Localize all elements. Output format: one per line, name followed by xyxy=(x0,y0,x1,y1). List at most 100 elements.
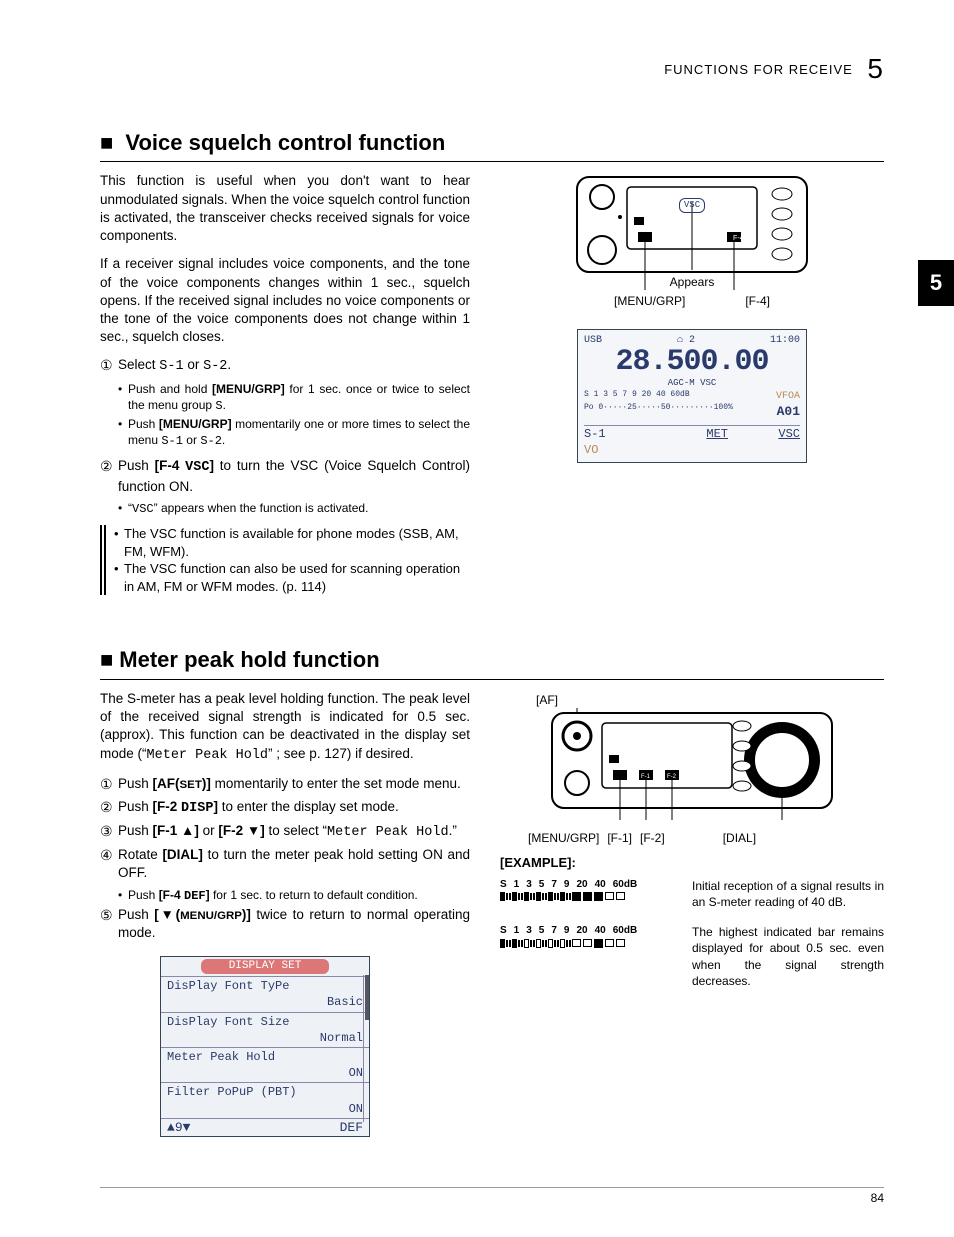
square-bullet-icon: ■ xyxy=(100,647,113,672)
step-number-icon: ⑤ xyxy=(100,906,118,943)
softkey-s1: S-1 xyxy=(584,427,606,441)
lcd-agc: AGC-M VSC xyxy=(668,378,717,388)
section-body-vsc: This function is useful when you don't w… xyxy=(100,172,884,595)
step-number-icon: ② xyxy=(100,457,118,495)
lcd-memory: A01 xyxy=(777,403,800,421)
square-bullet-icon: ■ xyxy=(100,130,113,155)
lcd-mode: USB xyxy=(584,334,602,348)
f2-label: [F-2] xyxy=(640,830,665,846)
bullet-icon: • xyxy=(114,560,124,595)
lcd-screen-vsc: USB ⌂ 2 11:00 28.500.00 AGC-M VSC VFOA S… xyxy=(577,329,807,463)
display-set-footer: ▲ 9 ▼ DEF xyxy=(161,1118,369,1137)
f1-label: [F-1] xyxy=(607,830,632,846)
display-set-row: Meter Peak HoldON xyxy=(161,1047,369,1082)
smeter-bar xyxy=(500,939,680,949)
vsc-substep-1a: • Push and hold [MENU/GRP] for 1 sec. on… xyxy=(118,381,470,414)
note-text: The VSC function can also be used for sc… xyxy=(124,560,470,595)
header-label: FUNCTIONS FOR RECEIVE xyxy=(664,62,853,77)
scrollbar-thumb xyxy=(365,975,369,1019)
step-number-icon: ④ xyxy=(100,846,118,882)
example-text-1: Initial reception of a signal results in… xyxy=(692,878,884,910)
step-number-icon: ① xyxy=(100,775,118,794)
smeter-bar xyxy=(500,892,680,902)
f4-label: [F-4] xyxy=(745,293,770,309)
up-icon: ▲ xyxy=(167,1119,175,1137)
vsc-substep-1b: • Push [MENU/GRP] momentarily one or mor… xyxy=(118,416,470,449)
smeter-1: S13579204060dB xyxy=(500,878,680,910)
display-set-row: DisPlay Font SizeNormal xyxy=(161,1012,369,1047)
lcd-s-scale: S 1 3 5 7 9 20 40 60dB xyxy=(584,390,800,401)
radio-front-diagram-vsc: F-4 VSC Appears [MENU/GRP] [F-4] xyxy=(500,172,884,308)
lcd-po-scale: Po 0·····25·····50·········100% xyxy=(584,403,800,414)
vsc-substep-2a: • “VSC” appears when the function is act… xyxy=(118,500,470,517)
meter-diagram-column: [AF] F-1 F-2 xyxy=(500,690,884,1137)
smeter-scale: S13579204060dB xyxy=(500,924,680,938)
display-set-row: DisPlay Font TyPeBasic xyxy=(161,976,369,1011)
svg-text:F-2: F-2 xyxy=(667,774,677,780)
page-number: 84 xyxy=(100,1187,884,1206)
example-text-2: The highest indicated bar remains displa… xyxy=(692,924,884,989)
vsc-para-1: This function is useful when you don't w… xyxy=(100,172,470,245)
section-rule xyxy=(100,679,884,680)
step-number-icon: ② xyxy=(100,798,118,818)
step-number-icon: ③ xyxy=(100,822,118,842)
section-rule xyxy=(100,161,884,162)
vsc-text-column: This function is useful when you don't w… xyxy=(100,172,470,595)
display-set-title: DISPLAY SET xyxy=(201,959,329,974)
footer-page: 9 xyxy=(175,1119,183,1137)
footer-def: DEF xyxy=(340,1119,363,1137)
svg-text:F-4: F-4 xyxy=(733,235,744,242)
bullet-icon: • xyxy=(118,500,128,517)
vsc-para-2: If a receiver signal includes voice comp… xyxy=(100,255,470,346)
smeter-2: S13579204060dB xyxy=(500,924,680,989)
diagram-labels: Appears xyxy=(500,274,884,290)
softkey-met: MET xyxy=(706,426,728,458)
smeter-scale: S13579204060dB xyxy=(500,878,680,892)
lcd-vfoa: VFOA xyxy=(776,390,800,404)
lcd-time: 11:00 xyxy=(770,334,800,348)
radio-front-diagram-meter: [AF] F-1 F-2 xyxy=(500,692,884,846)
down-icon: ▼ xyxy=(183,1119,191,1137)
bullet-icon: • xyxy=(118,416,128,449)
dial-label: [DIAL] xyxy=(723,830,756,846)
vsc-diagram-column: F-4 VSC Appears [MENU/GRP] [F-4] xyxy=(500,172,884,595)
meter-text-column: The S-meter has a peak level holding fun… xyxy=(100,690,470,1137)
appears-label: Appears xyxy=(500,274,884,290)
header-chapter: 5 xyxy=(867,53,884,84)
bullet-icon: • xyxy=(118,887,128,904)
example-row-2: S13579204060dB The highest indicated bar… xyxy=(500,924,884,989)
meter-step-3: ③ Push [F-1 ▲] or [F-2 ▼] to select “Met… xyxy=(100,822,470,842)
section-title: Voice squelch control function xyxy=(125,130,445,155)
scrollbar xyxy=(363,975,369,1122)
step-text: Select S-1 or S-2. xyxy=(118,356,470,376)
section-heading-vsc: ■ Voice squelch control function xyxy=(100,128,884,158)
softkey-vo: VO xyxy=(584,443,598,457)
example-row-1: S13579204060dB Initial reception of a si… xyxy=(500,878,884,910)
meter-step-4: ④ Rotate [DIAL] to turn the meter peak h… xyxy=(100,846,470,882)
svg-text:F-1: F-1 xyxy=(641,774,651,780)
radio-svg: F-1 F-2 xyxy=(547,708,837,828)
step-number-icon: ① xyxy=(100,356,118,376)
vsc-note-block: •The VSC function is available for phone… xyxy=(100,525,470,595)
af-label: [AF] xyxy=(500,692,884,708)
vsc-indicator-chip: VSC xyxy=(679,198,705,212)
vsc-step-1: ① Select S-1 or S-2. xyxy=(100,356,470,376)
meter-step-1: ① Push [AF(SET)] momentarily to enter th… xyxy=(100,775,470,794)
section-body-meter: The S-meter has a peak level holding fun… xyxy=(100,690,884,1137)
example-block: [EXAMPLE]: S13579204060dB xyxy=(500,854,884,989)
lcd-frequency: 28.500.00 xyxy=(584,347,800,377)
menugrp-label: [MENU/GRP] xyxy=(614,293,685,309)
example-heading: [EXAMPLE]: xyxy=(500,854,884,872)
note-text: The VSC function is available for phone … xyxy=(124,525,470,560)
menugrp-label: [MENU/GRP] xyxy=(528,830,599,846)
display-set-screen: DISPLAY SET DisPlay Font TyPeBasic DisPl… xyxy=(160,956,370,1137)
chapter-side-tab: 5 xyxy=(918,260,954,306)
softkey-vsc: VSC xyxy=(778,426,800,458)
page-header: FUNCTIONS FOR RECEIVE 5 xyxy=(100,50,884,88)
vsc-step-2: ② Push [F-4 VSC] to turn the VSC (Voice … xyxy=(100,457,470,495)
bullet-icon: • xyxy=(118,381,128,414)
bullet-icon: • xyxy=(114,525,124,560)
meter-para-1: The S-meter has a peak level holding fun… xyxy=(100,690,470,765)
display-set-row: Filter PoPuP (PBT)ON xyxy=(161,1082,369,1117)
meter-step-2: ② Push [F-2 DISP] to enter the display s… xyxy=(100,798,470,818)
